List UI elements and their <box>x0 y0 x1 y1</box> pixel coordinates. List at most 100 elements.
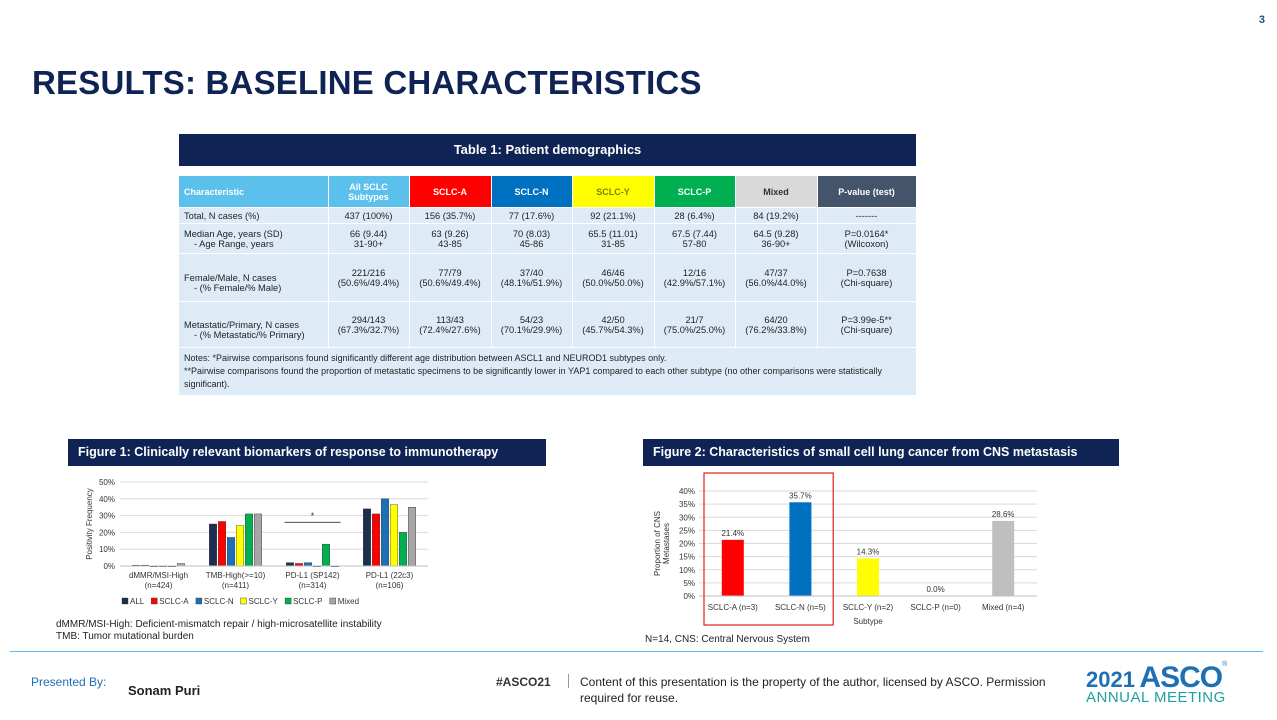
legend-swatch <box>121 597 129 605</box>
legend-swatch <box>195 597 203 605</box>
slide-number: 3 <box>1258 14 1265 26</box>
cell-line2: (48.1%/51.9%) <box>500 277 563 288</box>
cell-line1: 64/20 <box>764 314 788 325</box>
bar-mixed <box>254 513 262 567</box>
header-sclc-n: SCLC-N <box>491 176 573 208</box>
figure1-note-1: dMMR/MSI-High: Deficient-mismatch repair… <box>56 619 382 630</box>
cell-line2: 57-80 <box>682 238 707 249</box>
legend-label: SCLC-P <box>293 597 322 606</box>
footer-divider <box>10 651 1263 652</box>
table-header-row: Characteristic All SCLC Subtypes SCLC-A … <box>179 176 917 208</box>
data-label: 28.6% <box>992 510 1015 519</box>
bar-sclc-p <box>399 532 407 567</box>
table-cell: 92 (21.1%) <box>572 207 655 224</box>
cell-line1: P=0.0164* <box>844 228 889 239</box>
y-tick-label: 30% <box>99 512 115 521</box>
x-tick-label: SCLC-Y (n=2) <box>843 603 894 612</box>
table-row: Median Age, years (SD) - Age Range, years… <box>179 223 917 254</box>
cell-line2: (50.0%/50.0%) <box>582 277 644 288</box>
table-cell: 294/143 (67.3%/32.7%) <box>328 301 410 348</box>
data-label: 14.3% <box>857 547 880 556</box>
cell-line2: 43-85 <box>438 238 462 249</box>
bar-sclc-n <box>304 562 312 567</box>
cell-line2: (42.9%/57.1%) <box>663 277 726 288</box>
x-tick-sublabel: (n=424) <box>145 581 173 590</box>
legend-label: Mixed <box>338 597 359 606</box>
table-cell: 221/216 (50.6%/49.4%) <box>328 253 410 302</box>
cell-line2: (72.4%/27.6%) <box>419 324 481 335</box>
table-notes: Notes: *Pairwise comparisons found signi… <box>179 347 917 396</box>
bar-all <box>209 523 217 567</box>
y-axis-label: Positivity Frequency <box>85 488 94 560</box>
y-tick-label: 10% <box>679 566 695 575</box>
table-cell: P=0.0164* (Wilcoxon) <box>817 223 917 254</box>
asco-logo: 2021 ASCO® ANNUAL MEETING <box>1086 661 1254 713</box>
figure1-note-2: TMB: Tumor mutational burden <box>56 631 194 642</box>
y-tick-label: 10% <box>99 545 115 554</box>
bar-mixed <box>408 507 416 567</box>
x-tick-label: TMB-High(>=10) <box>206 571 266 580</box>
y-tick-label: 20% <box>99 528 115 537</box>
row-label-sub: - (% Metastatic/% Primary) <box>194 329 305 340</box>
y-tick-label: 40% <box>99 495 115 504</box>
logo-year: 2021 <box>1086 667 1135 692</box>
y-tick-label: 35% <box>679 500 695 509</box>
table-cell: 77 (17.6%) <box>491 207 573 224</box>
row-label-sub: - (% Female/% Male) <box>194 282 282 293</box>
header-sclc-p: SCLC-P <box>654 176 736 208</box>
bar-sclc-a <box>721 539 744 596</box>
table-cell: 28 (6.4%) <box>654 207 736 224</box>
slide-title: RESULTS: BASELINE CHARACTERISTICS <box>32 64 702 101</box>
table-row: Metastatic/Primary, N cases - (% Metastat… <box>179 301 917 348</box>
table-cell: 64/20 (76.2%/33.8%) <box>735 301 818 348</box>
bar-all <box>286 562 294 567</box>
cell-line2: (Chi-square) <box>840 277 893 288</box>
y-axis-label-line2: Metastases <box>662 523 671 564</box>
cell-line1: 37/40 <box>519 267 544 278</box>
y-tick-label: 0% <box>683 592 695 601</box>
cell-line2: (76.2%/33.8%) <box>745 324 807 335</box>
presented-by-label: Presented By: <box>31 675 107 689</box>
logo-name: ASCO <box>1139 661 1223 694</box>
cell-line1: 66 (9.44) <box>349 228 388 239</box>
x-tick-label: Mixed (n=4) <box>982 603 1025 612</box>
legend-label: SCLC-N <box>204 597 234 606</box>
cell-line2: 45-86 <box>519 238 544 249</box>
x-tick-label: PD-L1 (SP142) <box>285 571 340 580</box>
table-cell: P=0.7638 (Chi-square) <box>817 253 917 302</box>
row-label-main: Median Age, years (SD) <box>184 228 283 239</box>
table-cell: 156 (35.7%) <box>409 207 492 224</box>
row-label-sub: - Age Range, years <box>194 238 274 249</box>
bar-sclc-n <box>227 537 235 567</box>
data-label: 21.4% <box>721 529 744 538</box>
header-sclc-y: SCLC-Y <box>572 176 655 208</box>
cell-line1: P=0.7638 <box>846 267 887 278</box>
table-cell: 42/50 (45.7%/54.3%) <box>572 301 655 348</box>
x-tick-label: SCLC-N (n=5) <box>775 603 826 612</box>
demographics-table: Characteristic All SCLC Subtypes SCLC-A … <box>179 176 917 396</box>
cell-line1: 294/143 <box>351 314 386 325</box>
table-cell: 66 (9.44) 31-90+ <box>328 223 410 254</box>
cell-line2: (70.1%/29.9%) <box>500 324 563 335</box>
bar-mixed <box>992 520 1015 596</box>
legend-label: SCLC-A <box>159 597 189 606</box>
x-tick-label: PD-L1 (22c3) <box>366 571 414 580</box>
table-cell: 70 (8.03) 45-86 <box>491 223 573 254</box>
legend-swatch <box>284 597 292 605</box>
table-note-1: Notes: *Pairwise comparisons found signi… <box>184 353 667 363</box>
bar-all <box>363 508 371 567</box>
cell-line2: (50.6%/49.4%) <box>337 277 400 288</box>
legend-label: SCLC-Y <box>249 597 279 606</box>
cell-line2: (75.0%/25.0%) <box>663 324 726 335</box>
y-tick-label: 30% <box>679 513 695 522</box>
table-cell: 77/79 (50.6%/49.4%) <box>409 253 492 302</box>
table-caption: Table 1: Patient demographics <box>179 134 916 166</box>
bar-sclc-p <box>322 543 330 567</box>
cell-line2: 31-90+ <box>353 238 384 249</box>
table-cell: 12/16 (42.9%/57.1%) <box>654 253 736 302</box>
demographics-table-section: Table 1: Patient demographics Characteri… <box>179 134 917 396</box>
row-label-main: Female/Male, N cases <box>184 272 277 283</box>
x-tick-label: SCLC-A (n=3) <box>708 603 758 612</box>
cell-line1: 12/16 <box>682 267 707 278</box>
y-tick-label: 5% <box>683 579 695 588</box>
